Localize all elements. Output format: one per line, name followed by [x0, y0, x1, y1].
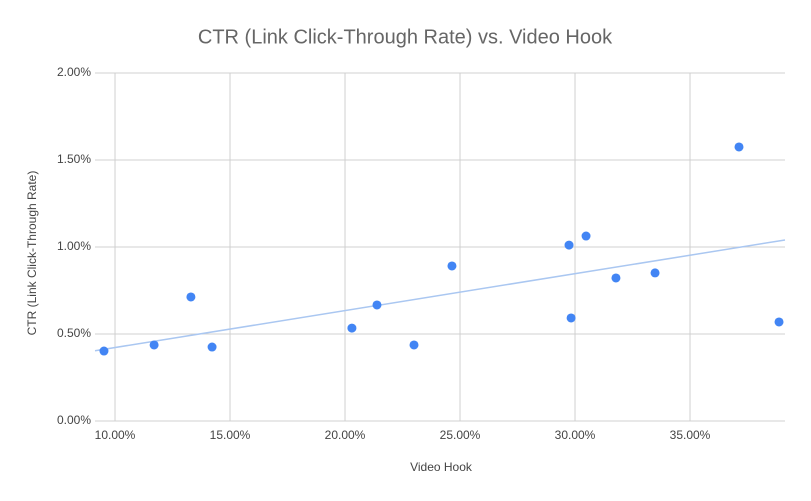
y-tick-label: 1.50%	[57, 152, 91, 166]
scatter-point	[611, 273, 621, 283]
scatter-point	[774, 317, 784, 327]
x-tick-label: 35.00%	[670, 428, 711, 442]
y-axis-label: CTR (Link Click-Through Rate)	[25, 171, 39, 336]
x-tick-label: 30.00%	[555, 428, 596, 442]
scatter-point	[347, 323, 357, 333]
scatter-point	[186, 292, 196, 302]
y-tick-label: 0.00%	[57, 413, 91, 427]
scatter-point	[734, 142, 744, 152]
scatter-point	[447, 261, 457, 271]
scatter-point	[409, 340, 419, 350]
chart-title: CTR (Link Click-Through Rate) vs. Video …	[198, 26, 613, 48]
scatter-point	[207, 342, 217, 352]
x-tick-label: 20.00%	[325, 428, 366, 442]
x-axis-label: Video Hook	[410, 460, 473, 474]
scatter-point	[149, 340, 159, 350]
x-tick-label: 25.00%	[440, 428, 481, 442]
x-tick-label: 15.00%	[210, 428, 251, 442]
scatter-point	[99, 346, 109, 356]
x-tick-label: 10.00%	[95, 428, 136, 442]
scatter-point	[566, 313, 576, 323]
y-tick-label: 1.00%	[57, 239, 91, 253]
scatter-point	[564, 240, 574, 250]
scatter-point	[650, 268, 660, 278]
scatter-point	[581, 231, 591, 241]
scatter-point	[372, 300, 382, 310]
trendline	[94, 239, 786, 352]
y-tick-label: 0.50%	[57, 326, 91, 340]
y-tick-label: 2.00%	[57, 65, 91, 79]
